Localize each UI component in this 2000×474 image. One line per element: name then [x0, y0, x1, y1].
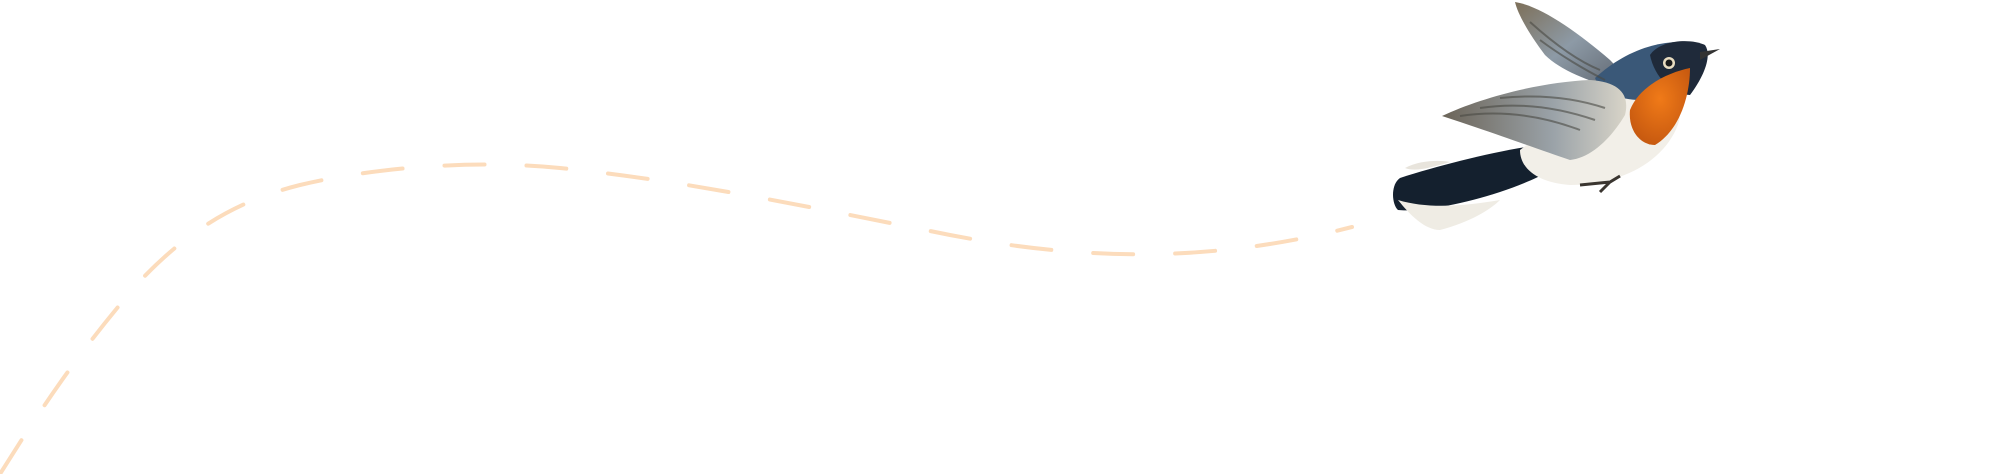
- bird-foot: [1579, 174, 1621, 194]
- bird-throat: [1629, 68, 1690, 145]
- wing-feather-lines: [1459, 21, 1606, 131]
- bird: [1393, 2, 1720, 230]
- bird-pupil: [1665, 59, 1673, 67]
- bird-tail-highlight: [1405, 160, 1450, 170]
- bird-tail: [1393, 145, 1565, 211]
- bird-upper-wing: [1515, 2, 1622, 88]
- bird-lower-wing: [1442, 80, 1627, 160]
- bird-tail-tip: [1398, 200, 1500, 230]
- dashed-flight-path: [0, 162, 1354, 474]
- bird-beak: [1700, 49, 1720, 60]
